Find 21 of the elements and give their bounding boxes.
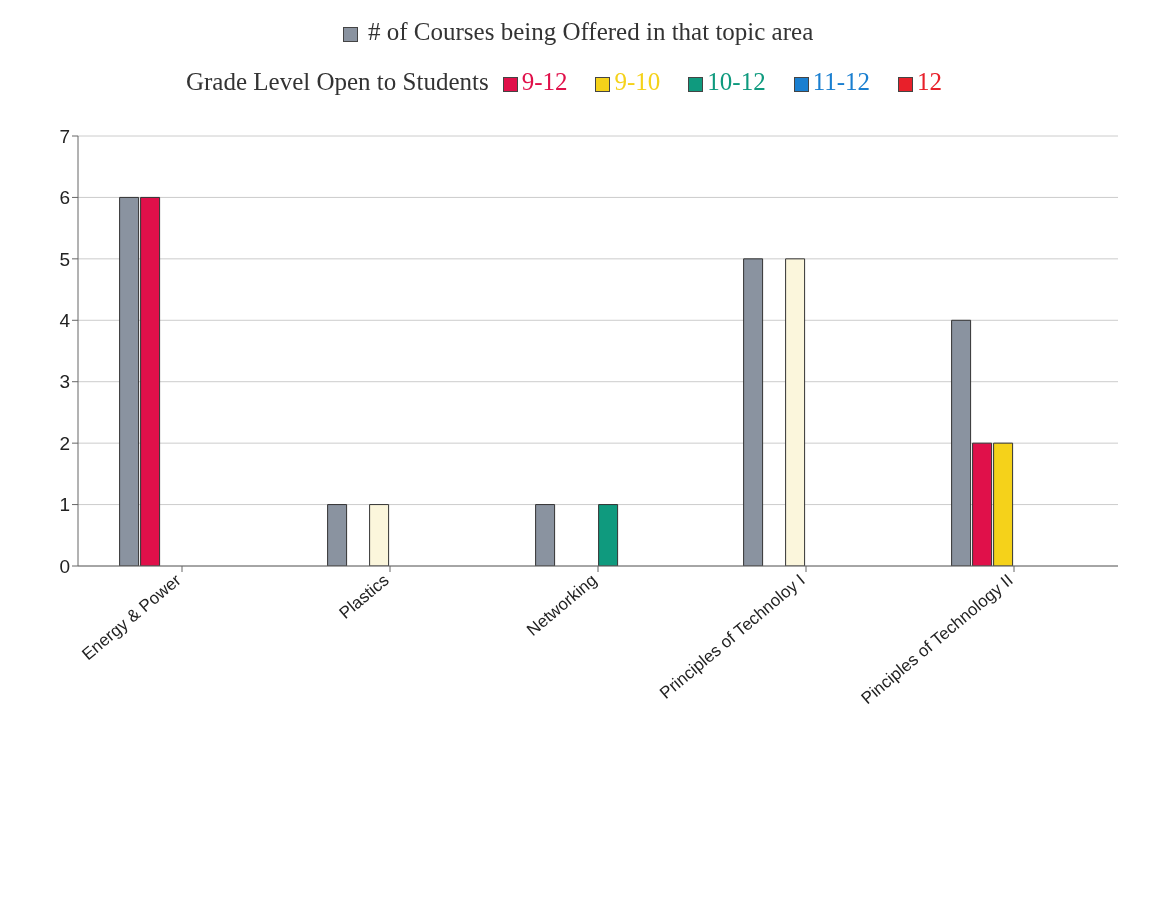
legend-label: 9-10 xyxy=(613,68,661,95)
bar xyxy=(785,258,806,566)
y-tick-label: 3 xyxy=(59,371,70,393)
y-tick-label: 7 xyxy=(59,125,70,147)
y-tick-label: 0 xyxy=(59,555,70,577)
bar xyxy=(369,504,390,566)
legend-label: 10-12 xyxy=(706,68,766,95)
y-tick-label: 4 xyxy=(59,310,71,332)
y-tick-label: 2 xyxy=(59,432,70,454)
legend-label: 9-12 xyxy=(520,68,568,95)
y-tick-label: 6 xyxy=(59,187,70,209)
bar xyxy=(535,504,556,566)
y-tick-label: 5 xyxy=(59,248,70,270)
bar xyxy=(743,258,764,566)
bar xyxy=(598,504,619,566)
y-tick-label: 1 xyxy=(59,494,70,516)
legend-title: Grade Level Open to Students xyxy=(185,68,489,95)
legend-label: 12 xyxy=(916,68,943,95)
legend-label: 11-12 xyxy=(811,68,871,95)
bar xyxy=(327,504,348,566)
legend-label: # of Courses being Offered in that topic area xyxy=(367,18,815,46)
